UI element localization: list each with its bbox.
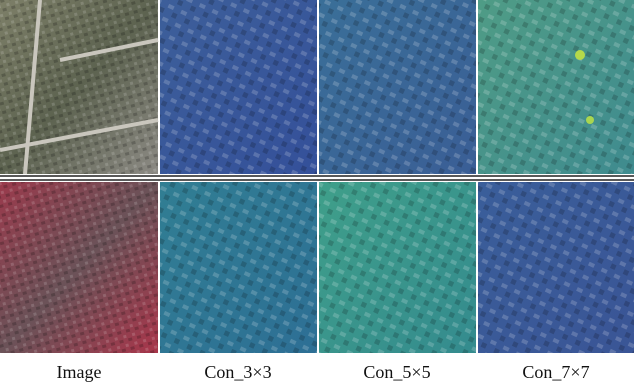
- figure: Image Con_3×3 Con_5×5 Con_7×7: [0, 0, 634, 387]
- highlight: [586, 116, 594, 124]
- texture: [160, 0, 317, 174]
- texture: [319, 0, 476, 174]
- texture: [478, 0, 634, 174]
- highlight: [575, 50, 585, 60]
- column-label: Image: [57, 362, 102, 382]
- texture: [0, 182, 158, 353]
- column-label: Con_5×5: [363, 362, 430, 382]
- row-bottom: [0, 182, 634, 353]
- column-label: Con_3×3: [204, 362, 271, 382]
- texture: [319, 182, 476, 353]
- texture: [160, 182, 317, 353]
- texture: [478, 182, 634, 353]
- row-top: [0, 0, 634, 174]
- column-label: Con_7×7: [522, 362, 589, 382]
- texture: [0, 0, 158, 174]
